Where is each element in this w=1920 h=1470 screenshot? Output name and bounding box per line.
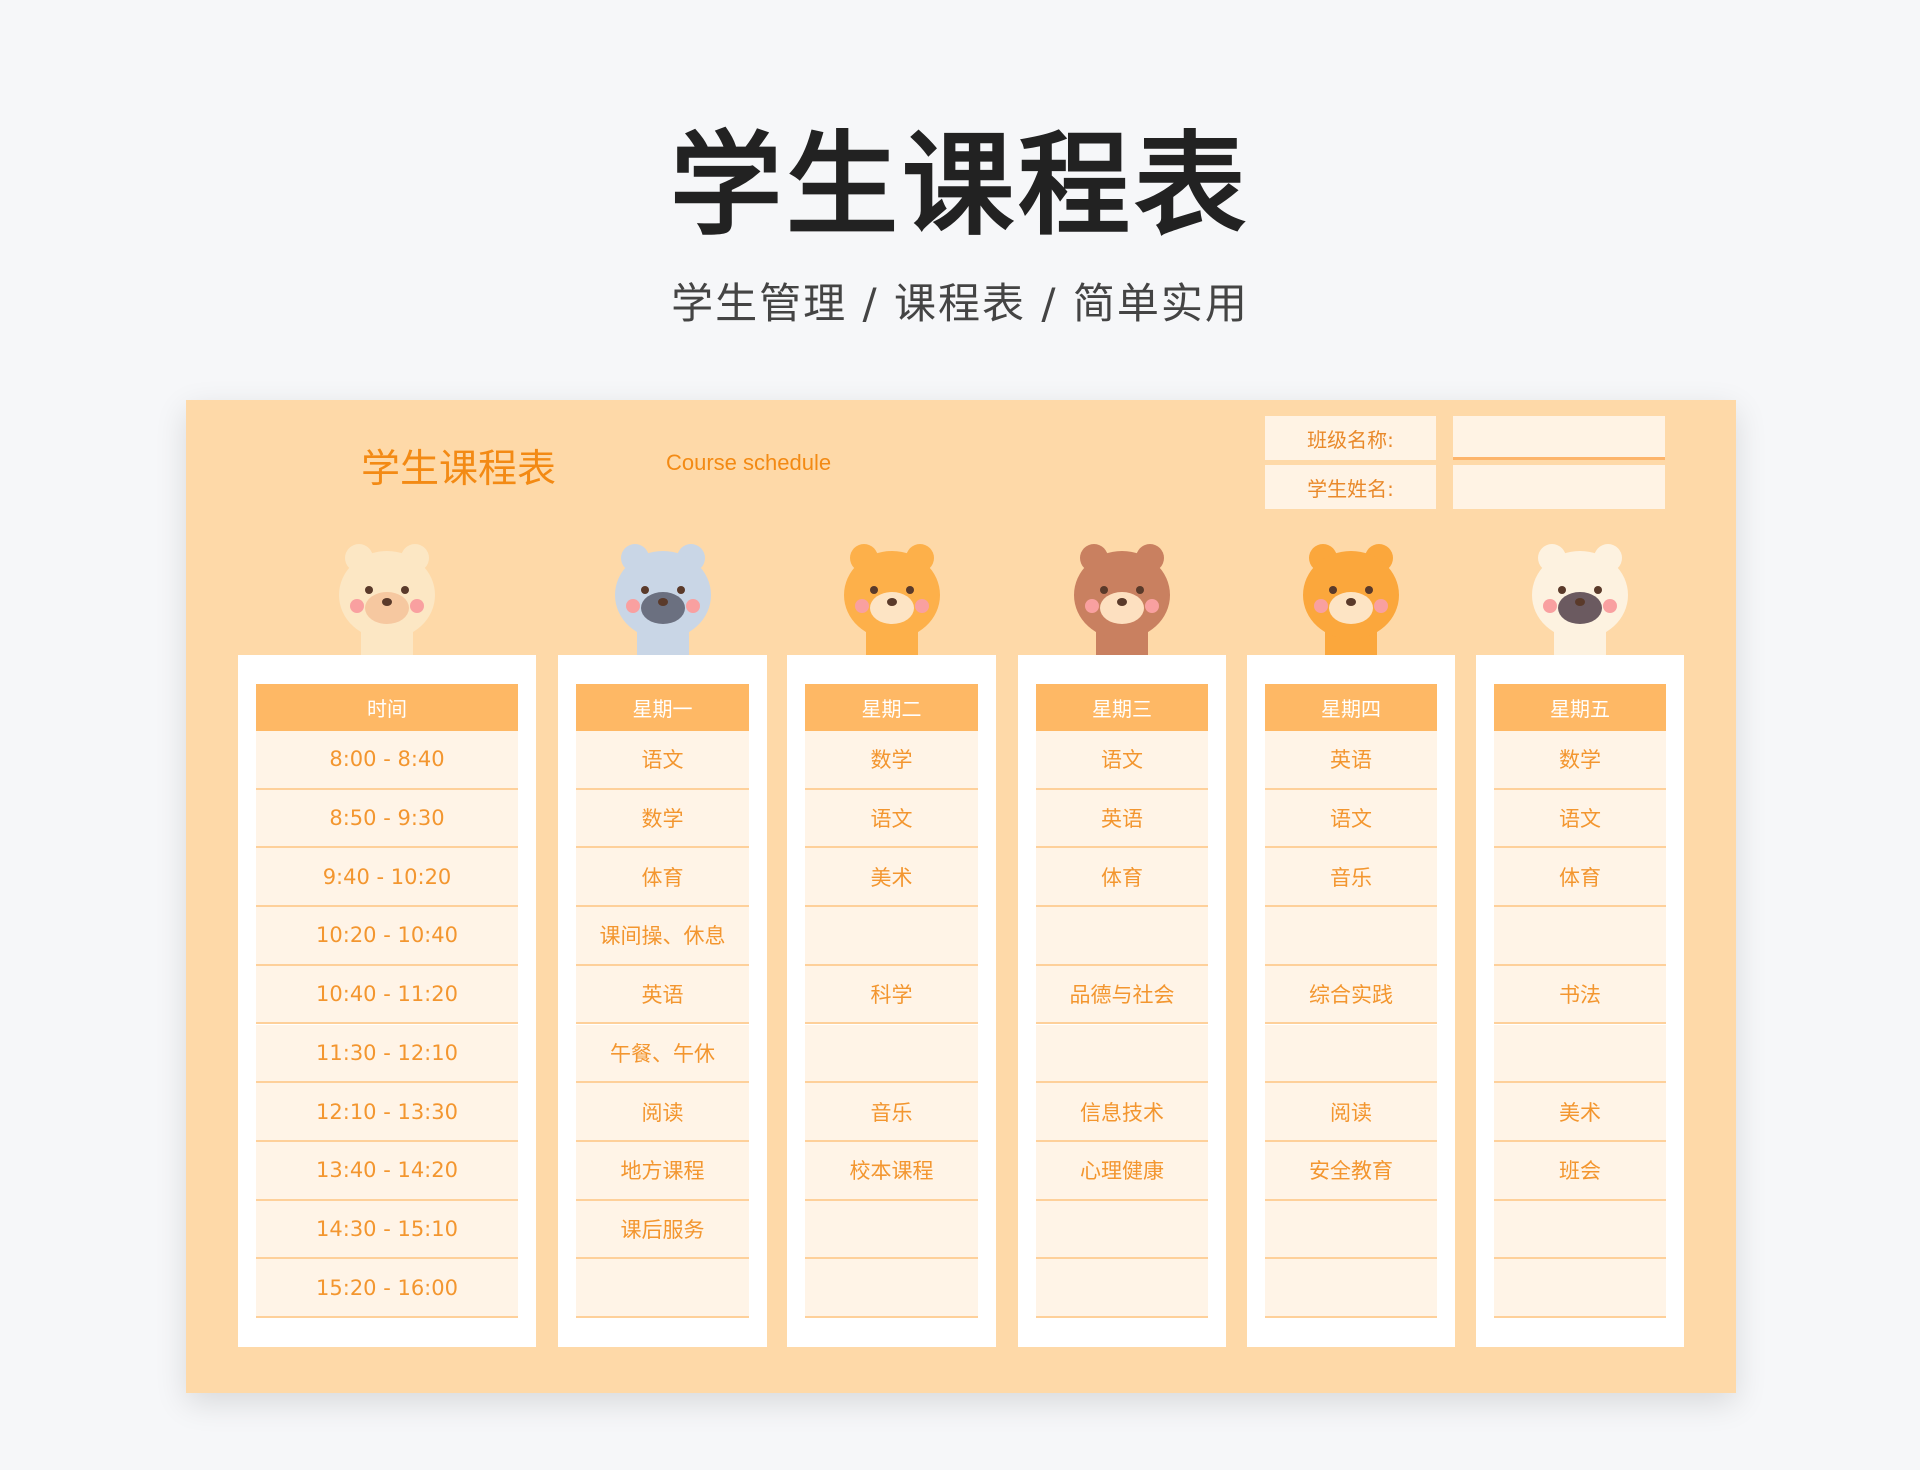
schedule-cell[interactable] — [1036, 1200, 1208, 1260]
cow-icon — [1510, 530, 1650, 670]
schedule-cell[interactable]: 语文 — [576, 731, 749, 790]
schedule-column: 星期一 语文 数学 体育 课间操、休息 英语 午餐、午休 阅读 地方课程 课后服务 — [558, 655, 767, 1347]
schedule-cell[interactable]: 15:20 - 16:00 — [256, 1259, 518, 1318]
schedule-cell[interactable]: 安全教育 — [1265, 1141, 1437, 1201]
schedule-cell[interactable] — [1036, 907, 1208, 966]
schedule-cell[interactable] — [1036, 1259, 1208, 1318]
class-name-label: 班级名称: — [1265, 416, 1436, 460]
schedule-cell[interactable]: 阅读 — [576, 1083, 749, 1142]
schedule-cell[interactable] — [1265, 907, 1437, 966]
schedule-cell[interactable]: 美术 — [805, 848, 978, 908]
schedule-column: 星期五 数学 语文 体育书法美术 班会 — [1476, 655, 1684, 1347]
schedule-cell[interactable]: 语文 — [805, 789, 978, 849]
schedule-cell[interactable]: 音乐 — [1265, 848, 1437, 908]
schedule-cell[interactable]: 数学 — [576, 789, 749, 849]
schedule-column: 时间 8:00 - 8:40 8:50 - 9:30 9:40 - 10:20 10:2… — [238, 655, 536, 1347]
schedule-cell[interactable]: 班会 — [1494, 1141, 1666, 1201]
bear-icon — [317, 530, 457, 670]
schedule-cell[interactable]: 8:50 - 9:30 — [256, 789, 518, 849]
tiger-icon — [1281, 530, 1421, 670]
schedule-cell[interactable]: 音乐 — [805, 1083, 978, 1142]
schedule-column: 星期二 数学 语文 美术科学音乐 校本课程 — [787, 655, 996, 1347]
column-header: 星期三 — [1036, 684, 1208, 731]
student-name-field[interactable] — [1453, 465, 1665, 509]
schedule-cell[interactable] — [1494, 1024, 1666, 1084]
schedule-cell[interactable]: 阅读 — [1265, 1083, 1437, 1142]
schedule-cell[interactable]: 11:30 - 12:10 — [256, 1024, 518, 1084]
schedule-cell[interactable]: 品德与社会 — [1036, 965, 1208, 1025]
schedule-cell[interactable]: 午餐、午休 — [576, 1024, 749, 1084]
schedule-cell[interactable]: 12:10 - 13:30 — [256, 1083, 518, 1142]
schedule-cell[interactable]: 地方课程 — [576, 1141, 749, 1201]
schedule-cell[interactable] — [805, 907, 978, 966]
column-header: 星期五 — [1494, 684, 1666, 731]
schedule-cell[interactable]: 综合实践 — [1265, 965, 1437, 1025]
schedule-cell[interactable]: 10:20 - 10:40 — [256, 907, 518, 966]
schedule-cell[interactable]: 心理健康 — [1036, 1141, 1208, 1201]
schedule-cell[interactable]: 8:00 - 8:40 — [256, 731, 518, 790]
page-title: 学生课程表 — [670, 121, 1250, 251]
schedule-cell[interactable] — [1494, 907, 1666, 966]
schedule-cell[interactable]: 数学 — [1494, 731, 1666, 790]
schedule-cell[interactable]: 10:40 - 11:20 — [256, 965, 518, 1025]
schedule-cell[interactable]: 9:40 - 10:20 — [256, 848, 518, 908]
column-header: 星期一 — [576, 684, 749, 731]
schedule-cell[interactable]: 科学 — [805, 965, 978, 1025]
schedule-cell[interactable] — [805, 1200, 978, 1260]
schedule-cell[interactable]: 语文 — [1494, 789, 1666, 849]
schedule-cell[interactable]: 课后服务 — [576, 1200, 749, 1260]
raccoon-icon — [593, 530, 733, 670]
card-subtitle: Course schedule — [666, 450, 832, 475]
schedule-cell[interactable] — [1036, 1024, 1208, 1084]
column-header: 时间 — [256, 684, 518, 731]
schedule-cell[interactable]: 英语 — [1036, 789, 1208, 849]
schedule-cell[interactable]: 语文 — [1036, 731, 1208, 790]
monkey-icon — [1052, 530, 1192, 670]
column-header: 星期二 — [805, 684, 978, 731]
schedule-cell[interactable]: 体育 — [1494, 848, 1666, 908]
schedule-cell[interactable] — [1265, 1200, 1437, 1260]
schedule-cell[interactable] — [805, 1259, 978, 1318]
class-name-field[interactable] — [1453, 416, 1665, 460]
schedule-cell[interactable] — [1265, 1024, 1437, 1084]
schedule-column: 星期四 英语 语文 音乐综合实践阅读 安全教育 — [1247, 655, 1455, 1347]
schedule-cell[interactable]: 美术 — [1494, 1083, 1666, 1142]
schedule-cell[interactable]: 英语 — [576, 965, 749, 1025]
schedule-cell[interactable] — [1265, 1259, 1437, 1318]
schedule-cell[interactable]: 校本课程 — [805, 1141, 978, 1201]
fox-icon — [822, 530, 962, 670]
schedule-cell[interactable]: 14:30 - 15:10 — [256, 1200, 518, 1260]
page-subtitle: 学生管理 / 课程表 / 简单实用 — [671, 279, 1249, 328]
schedule-cell[interactable] — [1494, 1200, 1666, 1260]
student-name-label: 学生姓名: — [1265, 465, 1436, 509]
schedule-cell[interactable]: 课间操、休息 — [576, 907, 749, 966]
schedule-cell[interactable]: 数学 — [805, 731, 978, 790]
schedule-cell[interactable] — [805, 1024, 978, 1084]
schedule-cell[interactable] — [576, 1259, 749, 1318]
schedule-cell[interactable]: 语文 — [1265, 789, 1437, 849]
schedule-cell[interactable]: 书法 — [1494, 965, 1666, 1025]
column-header: 星期四 — [1265, 684, 1437, 731]
schedule-card: 学生课程表 Course schedule 班级名称: 学生姓名: 时间 8:00… — [186, 400, 1736, 1393]
card-title: 学生课程表 — [361, 447, 557, 492]
schedule-cell[interactable]: 13:40 - 14:20 — [256, 1141, 518, 1201]
schedule-column: 星期三 语文 英语 体育品德与社会信息技术 心理健康 — [1018, 655, 1226, 1347]
schedule-cell[interactable]: 体育 — [576, 848, 749, 908]
schedule-cell[interactable]: 英语 — [1265, 731, 1437, 790]
schedule-cell[interactable]: 体育 — [1036, 848, 1208, 908]
schedule-cell[interactable]: 信息技术 — [1036, 1083, 1208, 1142]
schedule-cell[interactable] — [1494, 1259, 1666, 1318]
